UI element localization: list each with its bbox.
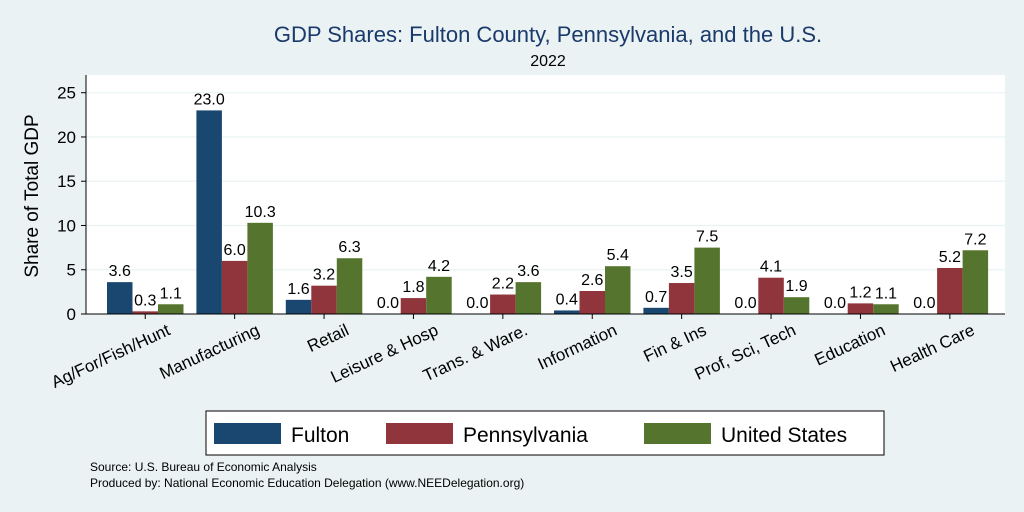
bars — [107, 110, 989, 314]
data-label: 1.8 — [402, 279, 424, 296]
data-label: 10.3 — [245, 204, 276, 221]
bar — [643, 307, 669, 314]
x-tick-label: Retail — [304, 320, 351, 356]
y-tick-label: 5 — [67, 261, 76, 280]
data-label: 4.1 — [760, 259, 782, 276]
bar — [873, 304, 899, 314]
data-label: 6.0 — [224, 242, 246, 259]
legend-swatch — [386, 423, 453, 444]
bar — [400, 298, 427, 314]
data-label: 5.2 — [939, 249, 961, 266]
data-label: 6.3 — [338, 239, 360, 256]
bar — [694, 247, 720, 314]
x-tick-label: Fin & Ins — [641, 320, 710, 366]
data-label: 3.2 — [313, 267, 335, 284]
y-tick-label: 0 — [67, 305, 76, 324]
bar — [247, 222, 273, 314]
data-label: 1.1 — [160, 285, 182, 302]
legend-swatch — [214, 423, 281, 444]
data-label: 2.2 — [492, 276, 514, 293]
data-label: 0.7 — [645, 289, 667, 306]
data-label: 1.9 — [785, 278, 807, 295]
data-label: 0.0 — [824, 295, 846, 312]
bar — [490, 294, 516, 314]
bar — [132, 311, 158, 314]
x-tick-label: Prof, Sci, Tech — [692, 320, 799, 383]
y-tick-label: 20 — [57, 128, 76, 147]
y-tick-label: 10 — [57, 216, 76, 235]
bar — [515, 282, 542, 314]
bar — [937, 267, 963, 314]
bar — [962, 250, 989, 314]
legend: Fulton Pennsylvania United States — [205, 410, 885, 456]
bar — [668, 283, 695, 314]
x-tick-label: Manufacturing — [157, 320, 263, 383]
y-ticks: 0 5 10 15 20 25 — [57, 84, 86, 324]
x-tick-label: Information — [535, 320, 620, 373]
bar — [783, 297, 810, 314]
y-axis-label: Share of Total GDP — [22, 114, 43, 277]
data-label: 0.0 — [913, 295, 935, 312]
data-label: 1.6 — [287, 281, 309, 298]
data-label: 0.3 — [134, 292, 156, 309]
y-tick-label: 15 — [57, 172, 76, 191]
data-label: 0.0 — [734, 295, 756, 312]
bar — [758, 277, 784, 314]
bar — [196, 110, 222, 314]
y-tick-label: 25 — [57, 84, 76, 103]
legend-label: Pennsylvania — [463, 424, 588, 447]
data-label: 5.4 — [607, 247, 629, 264]
legend-box — [205, 410, 885, 456]
bar — [554, 310, 580, 314]
data-label: 1.1 — [875, 285, 897, 302]
bar — [336, 258, 363, 314]
x-tick-label: Education — [812, 320, 889, 369]
bar — [605, 266, 631, 314]
x-tick-label: Health Care — [887, 320, 977, 376]
data-labels: 3.60.3 1.123.06.010.31.63.26.30.01.84.20.… — [109, 91, 987, 312]
data-label: 4.2 — [428, 258, 450, 275]
data-label: 0.0 — [377, 295, 399, 312]
bar — [311, 285, 337, 314]
data-label: 7.2 — [964, 231, 986, 248]
bar — [221, 260, 248, 314]
produced-by-note: Produced by: National Economic Education… — [90, 476, 524, 490]
data-label: 3.5 — [671, 264, 693, 281]
data-label: 7.5 — [696, 229, 718, 246]
source-note: Source: U.S. Bureau of Economic Analysis — [90, 460, 317, 474]
data-label: 1.2 — [849, 284, 871, 301]
data-label: 23.0 — [194, 91, 225, 108]
data-label: 3.6 — [517, 263, 539, 280]
bar — [158, 304, 184, 314]
data-label: 2.6 — [581, 272, 603, 289]
bar — [579, 290, 605, 314]
data-label: 0.0 — [466, 295, 488, 312]
legend-label: United States — [721, 424, 847, 447]
bar — [847, 303, 874, 314]
data-label: 0.4 — [556, 291, 578, 308]
data-label: 3.6 — [109, 263, 131, 280]
bar — [426, 276, 452, 314]
x-tick-label: Ag/For/Fish/Hunt — [48, 320, 173, 392]
legend-label: Fulton — [291, 424, 349, 447]
legend-swatch — [644, 423, 711, 444]
bar — [107, 282, 133, 314]
bar — [285, 299, 312, 314]
chart-subtitle: 2022 — [530, 53, 566, 70]
chart-title: GDP Shares: Fulton County, Pennsylvania,… — [274, 22, 822, 47]
